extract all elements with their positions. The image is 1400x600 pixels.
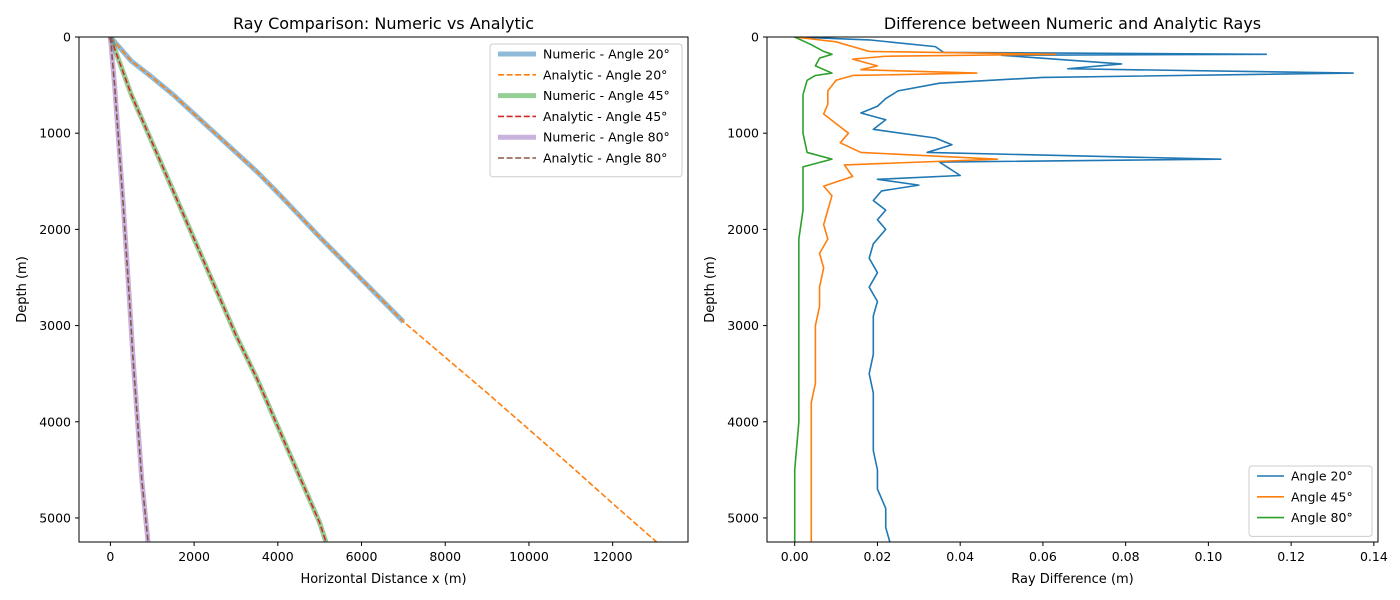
x-tick-label: 0.06 <box>1029 549 1057 564</box>
y-axis-label: Depth (m) <box>703 256 718 323</box>
x-tick-label: 8000 <box>429 549 461 564</box>
series-line-2 <box>109 37 658 542</box>
y-tick-label: 0 <box>751 30 759 45</box>
legend-label: Angle 45° <box>1291 489 1353 504</box>
y-axis-label: Depth (m) <box>15 256 30 323</box>
x-tick-label: 0.02 <box>864 549 892 564</box>
legend-label: Numeric - Angle 45° <box>543 88 670 103</box>
chart-marks <box>107 37 658 542</box>
y-tick-label: 4000 <box>39 414 71 429</box>
x-tick-label: 0.10 <box>1194 549 1222 564</box>
chart-axes: 0.00 0.02 0.04 0.06 0.08 0.10 0.12 0.14 0 1000 200… <box>727 30 1388 565</box>
chart-ray-difference: 0.00 0.02 0.04 0.06 0.08 0.10 0.12 0.14 0 1000 200… <box>703 14 1388 587</box>
x-tick-label: 0.12 <box>1277 549 1305 564</box>
y-tick-label: 5000 <box>39 510 71 525</box>
x-tick-label: 0.04 <box>946 549 974 564</box>
y-tick-label: 0 <box>63 30 71 45</box>
series-line-6 <box>109 37 149 542</box>
chart-title: Ray Comparison: Numeric vs Analytic <box>233 14 534 33</box>
legend-label: Analytic - Angle 45° <box>543 109 667 124</box>
legend-frame <box>1248 465 1373 537</box>
y-tick-label: 1000 <box>39 126 71 141</box>
x-tick-label: 2000 <box>178 549 210 564</box>
legend-label: Angle 80° <box>1291 510 1353 525</box>
legend-label: Analytic - Angle 20° <box>543 67 667 82</box>
plot-area <box>767 37 1378 542</box>
y-tick-label: 3000 <box>39 318 71 333</box>
x-axis-label: Ray Difference (m) <box>1011 572 1134 587</box>
x-tick-label: 10000 <box>509 549 549 564</box>
chart-marks <box>793 37 1354 542</box>
plot-frame <box>766 36 1379 543</box>
x-tick-label: 0.08 <box>1112 549 1140 564</box>
x-tick-label: 6000 <box>346 549 378 564</box>
legend-label: Numeric - Angle 20° <box>543 47 670 62</box>
legend-frame <box>489 43 683 178</box>
series-line-4 <box>109 37 327 542</box>
x-tick-label: 4000 <box>262 549 294 564</box>
y-tick-label: 2000 <box>39 222 71 237</box>
x-tick-label: 0.14 <box>1360 549 1388 564</box>
plot-frame <box>78 36 689 543</box>
y-tick-label: 4000 <box>727 414 759 429</box>
y-tick-label: 1000 <box>727 126 759 141</box>
legend-label: Analytic - Angle 80° <box>543 151 667 166</box>
y-tick-label: 2000 <box>727 222 759 237</box>
chart-axes: 0 2000 4000 6000 8000 10000 12000 0 1000 2000 3000… <box>39 30 632 565</box>
x-tick-label: 0.00 <box>781 549 809 564</box>
chart-title: Difference between Numeric and Analytic … <box>884 14 1261 33</box>
y-tick-label: 3000 <box>727 318 759 333</box>
legend: Numeric - Angle 20° Analytic - Angle 20° N… <box>489 43 683 178</box>
x-tick-label: 0 <box>106 549 114 564</box>
legend: Angle 20° Angle 45° Angle 80° <box>1248 465 1373 537</box>
legend-label: Numeric - Angle 80° <box>543 130 670 145</box>
x-tick-label: 12000 <box>593 549 633 564</box>
y-tick-label: 5000 <box>727 510 759 525</box>
chart-ray-comparison: 0 2000 4000 6000 8000 10000 12000 0 1000 2000 3000… <box>15 14 689 587</box>
legend-label: Angle 20° <box>1291 469 1353 484</box>
x-axis-label: Horizontal Distance x (m) <box>300 572 466 587</box>
series-line-3 <box>793 37 833 542</box>
series-line-1 <box>793 37 1354 542</box>
series-line-2 <box>793 37 1057 542</box>
